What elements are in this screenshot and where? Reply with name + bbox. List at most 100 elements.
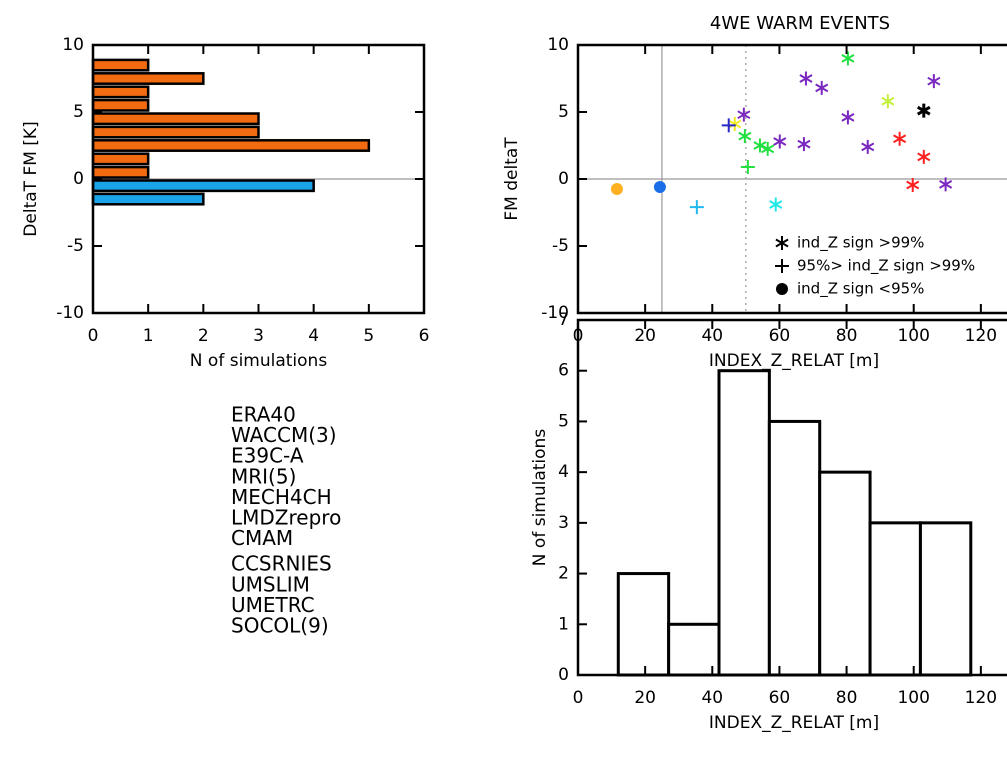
bar <box>91 112 260 126</box>
point <box>610 183 623 196</box>
y-tick-label: -5 <box>552 236 569 256</box>
point <box>653 181 666 194</box>
point <box>841 51 855 66</box>
y-tick-label: 1 <box>558 614 569 634</box>
bar <box>868 521 922 677</box>
point <box>721 118 736 133</box>
point <box>939 177 953 192</box>
point <box>773 134 787 149</box>
point <box>861 139 875 154</box>
x-tick-label: 120 <box>965 688 997 708</box>
point <box>927 74 941 89</box>
bar <box>91 139 371 152</box>
y-tick-label: 5 <box>558 102 569 122</box>
point <box>689 200 704 215</box>
point <box>769 197 783 212</box>
x-tick-label: 0 <box>573 688 584 708</box>
point <box>740 159 755 174</box>
legend-entry: ind_Z sign >99% <box>797 234 924 253</box>
bar <box>616 572 671 677</box>
legend-entry: LMDZrepro <box>231 506 341 530</box>
legend-entry: ERA40 <box>231 403 296 427</box>
y-tick-label: 0 <box>73 169 84 189</box>
legend-entry: SOCOL(9) <box>231 614 329 638</box>
bar <box>818 470 872 677</box>
x-tick-label: 5 <box>363 326 374 346</box>
bar <box>91 165 150 179</box>
x-tick-label: 2 <box>198 326 209 346</box>
legend-entry: CCSRNIES <box>231 552 332 576</box>
x-axis-label: INDEX_Z_RELAT [m] <box>709 351 879 371</box>
legend-entry: CMAM <box>231 526 293 550</box>
point <box>881 94 895 109</box>
legend-entry: 95%> ind_Z sign >99% <box>797 257 975 276</box>
bar <box>918 521 973 677</box>
y-axis-label: FM deltaT <box>502 137 522 221</box>
point <box>815 80 829 95</box>
bar <box>91 152 150 166</box>
x-tick-label: 40 <box>701 688 723 708</box>
x-tick-label: 3 <box>253 326 264 346</box>
x-tick-label: 120 <box>965 326 997 346</box>
y-tick-label: 6 <box>558 361 569 381</box>
y-tick-label: 10 <box>62 35 84 55</box>
x-tick-label: 6 <box>419 326 430 346</box>
y-tick-label: 3 <box>558 513 569 533</box>
legend-entry: E39C-A <box>231 444 304 468</box>
y-tick-label: 0 <box>558 169 569 189</box>
point <box>761 141 775 156</box>
legend-marker <box>775 236 789 250</box>
bar <box>91 72 205 85</box>
point <box>916 103 931 118</box>
x-tick-label: 20 <box>634 326 656 346</box>
point <box>841 110 855 125</box>
x-tick-label: 100 <box>897 688 929 708</box>
legend-entry: MECH4CH <box>231 485 332 509</box>
y-tick-label: 10 <box>547 35 569 55</box>
x-tick-label: 60 <box>769 688 791 708</box>
point <box>737 107 751 122</box>
point <box>738 129 752 144</box>
chart-title: 4WE WARM EVENTS <box>710 13 890 34</box>
point <box>917 149 931 164</box>
x-tick-label: 40 <box>701 326 723 346</box>
point <box>728 117 742 132</box>
y-tick-label: 2 <box>558 564 569 584</box>
y-axis-label: N of simulations <box>530 429 550 567</box>
bar <box>91 125 260 139</box>
legend-entry: UMSLIM <box>231 572 310 596</box>
point <box>893 131 907 146</box>
legend-entry: UMETRC <box>231 593 315 617</box>
bar <box>91 192 205 206</box>
bar <box>91 58 150 72</box>
bar <box>91 85 150 99</box>
legend-entry: ind_Z sign <95% <box>797 280 924 299</box>
x-tick-label: 100 <box>897 326 929 346</box>
legend-entry: WACCM(3) <box>231 423 337 447</box>
x-tick-label: 20 <box>634 688 656 708</box>
y-tick-label: -10 <box>56 303 84 323</box>
legend-marker <box>775 259 789 273</box>
x-tick-label: 60 <box>769 326 791 346</box>
y-axis-label: DeltaT FM [K] <box>21 121 41 236</box>
x-tick-label: 4 <box>308 326 319 346</box>
bar <box>717 369 771 677</box>
y-tick-label: -5 <box>67 236 84 256</box>
y-tick-label: 7 <box>558 310 569 330</box>
x-tick-label: 80 <box>836 688 858 708</box>
y-tick-label: 5 <box>73 102 84 122</box>
x-tick-label: 1 <box>143 326 154 346</box>
x-axis-label: INDEX_Z_RELAT [m] <box>709 713 879 733</box>
bar <box>91 179 315 193</box>
point <box>906 178 920 193</box>
legend-marker <box>776 283 788 295</box>
x-axis-label: N of simulations <box>190 351 328 371</box>
plot-frame <box>576 318 1007 677</box>
point <box>799 71 813 86</box>
y-tick-label: 4 <box>558 462 569 482</box>
y-tick-label: 0 <box>558 665 569 685</box>
y-tick-label: -10 <box>541 303 569 323</box>
x-tick-label: 0 <box>88 326 99 346</box>
